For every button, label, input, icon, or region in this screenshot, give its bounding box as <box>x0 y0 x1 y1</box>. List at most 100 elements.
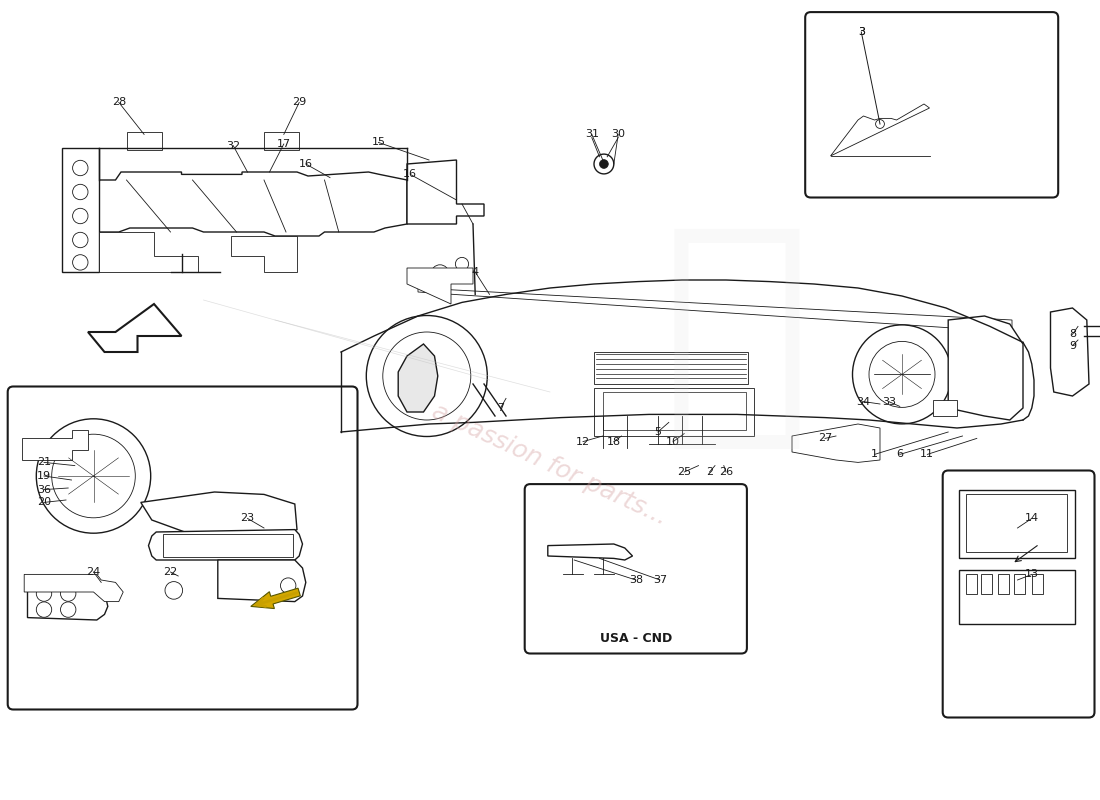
Circle shape <box>383 332 471 420</box>
Text: 33: 33 <box>882 397 895 406</box>
Polygon shape <box>28 584 108 620</box>
Text: 20: 20 <box>37 498 51 507</box>
Text: 3: 3 <box>858 27 865 37</box>
Bar <box>966 574 977 594</box>
Bar <box>126 132 162 150</box>
Text: USA - CND: USA - CND <box>600 632 672 645</box>
FancyArrow shape <box>251 588 300 609</box>
Text: 38: 38 <box>629 575 642 585</box>
Text: 31: 31 <box>585 130 598 139</box>
Text: 23: 23 <box>241 514 254 523</box>
Circle shape <box>73 184 88 200</box>
Text: 16: 16 <box>404 170 417 179</box>
Text: 36: 36 <box>37 485 51 494</box>
Text: 1: 1 <box>871 450 878 459</box>
Polygon shape <box>231 236 297 272</box>
Bar <box>1014 574 1025 594</box>
Bar <box>959 490 1075 558</box>
Text: 6: 6 <box>896 450 903 459</box>
Circle shape <box>52 434 135 518</box>
Text: 29: 29 <box>293 98 306 107</box>
Bar <box>603 392 746 430</box>
Text: 21: 21 <box>37 458 51 467</box>
Text: 5: 5 <box>654 427 661 437</box>
Polygon shape <box>398 344 438 412</box>
Polygon shape <box>548 544 632 560</box>
Text: 7: 7 <box>497 403 504 413</box>
Circle shape <box>73 208 88 224</box>
Polygon shape <box>418 288 1012 332</box>
Text: 14: 14 <box>1025 514 1038 523</box>
Text: 16: 16 <box>299 159 312 169</box>
Bar <box>1032 574 1043 594</box>
Circle shape <box>73 160 88 176</box>
Text: 34: 34 <box>857 397 870 406</box>
Polygon shape <box>594 352 748 384</box>
Circle shape <box>852 325 952 424</box>
Text: 4: 4 <box>472 267 478 277</box>
Polygon shape <box>24 574 123 602</box>
Text: 32: 32 <box>227 141 240 150</box>
Bar <box>594 388 754 436</box>
Polygon shape <box>407 268 473 304</box>
Text: 𝕸: 𝕸 <box>662 215 812 457</box>
Bar <box>981 574 992 594</box>
Bar <box>264 132 299 150</box>
Polygon shape <box>948 316 1023 420</box>
Text: 24: 24 <box>87 567 100 577</box>
FancyBboxPatch shape <box>805 12 1058 198</box>
Text: 12: 12 <box>576 437 590 446</box>
Bar <box>959 570 1075 624</box>
Text: 10: 10 <box>667 437 680 446</box>
Circle shape <box>431 265 449 282</box>
Text: 3: 3 <box>858 27 865 37</box>
Text: 17: 17 <box>277 139 290 149</box>
Circle shape <box>36 602 52 618</box>
Circle shape <box>600 159 608 168</box>
Polygon shape <box>1050 308 1089 396</box>
Bar <box>966 494 1067 552</box>
Polygon shape <box>22 430 88 460</box>
Polygon shape <box>407 160 484 224</box>
Text: a passion for parts...: a passion for parts... <box>428 398 672 530</box>
Text: 27: 27 <box>818 434 832 443</box>
Polygon shape <box>792 424 880 462</box>
Text: 30: 30 <box>612 130 625 139</box>
Polygon shape <box>148 530 302 560</box>
Text: 2: 2 <box>706 467 713 477</box>
Circle shape <box>876 119 884 128</box>
Polygon shape <box>99 232 198 272</box>
Circle shape <box>60 602 76 618</box>
Circle shape <box>36 586 52 602</box>
Text: 37: 37 <box>653 575 667 585</box>
Text: 11: 11 <box>921 450 934 459</box>
Circle shape <box>36 418 151 533</box>
Text: 18: 18 <box>607 437 620 446</box>
Text: 19: 19 <box>37 471 51 481</box>
Text: 8: 8 <box>1069 330 1076 339</box>
Bar <box>163 534 293 557</box>
Polygon shape <box>88 304 182 352</box>
Text: 26: 26 <box>719 467 733 477</box>
Polygon shape <box>99 172 407 236</box>
Text: 25: 25 <box>678 467 691 477</box>
Circle shape <box>73 232 88 248</box>
Circle shape <box>869 342 935 407</box>
FancyBboxPatch shape <box>943 470 1094 718</box>
Circle shape <box>366 315 487 437</box>
Text: 13: 13 <box>1025 570 1038 579</box>
Circle shape <box>594 154 614 174</box>
Circle shape <box>73 254 88 270</box>
Polygon shape <box>933 400 957 416</box>
Polygon shape <box>218 560 306 602</box>
FancyBboxPatch shape <box>8 386 358 710</box>
Text: 28: 28 <box>112 98 125 107</box>
Circle shape <box>280 578 296 594</box>
Text: 9: 9 <box>1069 341 1076 350</box>
FancyBboxPatch shape <box>525 484 747 654</box>
Polygon shape <box>62 148 99 272</box>
Polygon shape <box>141 492 297 536</box>
Bar <box>998 574 1009 594</box>
Circle shape <box>455 258 469 270</box>
Circle shape <box>165 582 183 599</box>
